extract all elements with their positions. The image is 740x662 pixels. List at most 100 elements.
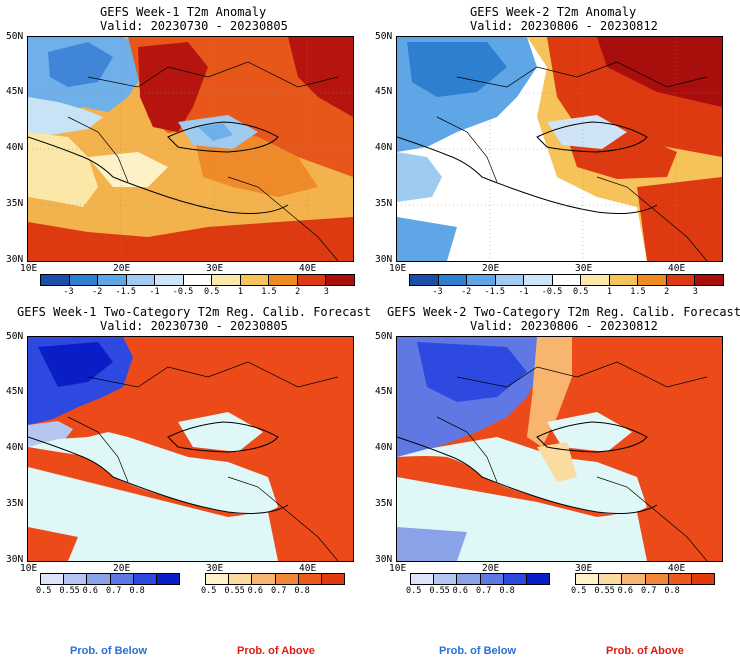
p4-lat-40: 40N [375, 442, 393, 453]
colorbar-label: 0.8 [499, 586, 515, 596]
colorbar-label: -0.5 [541, 287, 563, 297]
anomaly-colorbar-left-swatch [269, 275, 298, 285]
anomaly-colorbar-left-swatch [297, 275, 327, 285]
above-colorbar-right-swatch [599, 574, 623, 584]
anomaly-colorbar-right-swatch [495, 275, 525, 285]
colorbar-label: 0.7 [641, 586, 657, 596]
colorbar-label: -1 [149, 287, 160, 297]
p4-lon-10: 10E [389, 563, 407, 574]
above-colorbar-right [575, 573, 715, 585]
anomaly-colorbar-left [40, 274, 355, 286]
anomaly-colorbar-right-swatch [581, 275, 610, 285]
above-colorbar-left-swatch [321, 574, 345, 584]
above-colorbar-right-swatch [622, 574, 646, 584]
p1-lon-10: 10E [20, 263, 38, 274]
colorbar-label: 0.55 [429, 586, 450, 596]
anomaly-colorbar-left-swatch [240, 275, 270, 285]
p1-lat-35: 35N [6, 198, 24, 209]
p3-lon-20: 20E [113, 563, 131, 574]
panel3-probability-map [27, 336, 354, 562]
colorbar-label: 1 [606, 287, 612, 297]
panel3-title: GEFS Week-1 Two-Category T2m Reg. Calib.… [17, 305, 372, 319]
colorbar-label: 0.8 [129, 586, 145, 596]
anomaly-colorbar-right-swatch [638, 275, 667, 285]
above-colorbar-left-swatch [298, 574, 322, 584]
colorbar-label: 0.6 [617, 586, 634, 596]
below-colorbar-right-swatch [411, 574, 435, 584]
colorbar-label: 0.55 [594, 586, 615, 596]
anomaly-colorbar-right-swatch [410, 275, 439, 285]
prob-below-caption-right: Prob. of Below [439, 645, 516, 657]
colorbar-label: -2 [92, 287, 103, 297]
colorbar-label: 0.5 [36, 586, 52, 596]
anomaly-colorbar-left-swatch [183, 275, 213, 285]
below-colorbar-right-swatch [526, 574, 550, 584]
above-colorbar-left-swatch [229, 574, 253, 584]
p2-lat-35: 35N [375, 198, 393, 209]
anomaly-colorbar-right-swatch [524, 275, 553, 285]
colorbar-label: 3 [692, 287, 698, 297]
p2-lat-30: 30N [375, 254, 393, 265]
colorbar-label: -1 [518, 287, 529, 297]
colorbar-label: 1.5 [261, 287, 277, 297]
above-colorbar-right-swatch [645, 574, 669, 584]
above-colorbar-right-swatch [668, 574, 692, 584]
p1-lat-50: 50N [6, 31, 24, 42]
p3-lat-35: 35N [6, 498, 24, 509]
below-colorbar-left-swatch [64, 574, 88, 584]
colorbar-label: 0.7 [271, 586, 287, 596]
colorbar-label: 2 [295, 287, 301, 297]
panel1-valid: Valid: 20230730 - 20230805 [100, 19, 288, 33]
p4-lat-30: 30N [375, 554, 393, 565]
panel1-anomaly-map [27, 36, 354, 262]
p4-lat-35: 35N [375, 498, 393, 509]
p3-lon-10: 10E [20, 563, 38, 574]
colorbar-label: 0.5 [573, 287, 589, 297]
below-colorbar-left-swatch [156, 574, 180, 584]
above-colorbar-left-swatch [252, 574, 276, 584]
panel2-valid: Valid: 20230806 - 20230812 [470, 19, 658, 33]
colorbar-label: 0.5 [201, 586, 217, 596]
p2-lon-40: 40E [668, 263, 686, 274]
p1-lon-30: 30E [206, 263, 224, 274]
prob-above-caption-right: Prob. of Above [606, 645, 684, 657]
colorbar-label: -3 [432, 287, 443, 297]
below-colorbar-right-swatch [457, 574, 481, 584]
colorbar-label: -3 [63, 287, 74, 297]
above-colorbar-left-swatch [206, 574, 230, 584]
p1-lat-30: 30N [6, 254, 24, 265]
colorbar-label: 0.8 [664, 586, 680, 596]
below-colorbar-right-swatch [434, 574, 458, 584]
below-colorbar-right [410, 573, 550, 585]
panel2-title: GEFS Week-2 T2m Anomaly [470, 5, 637, 19]
anomaly-colorbar-left-swatch [212, 275, 241, 285]
p2-lat-40: 40N [375, 142, 393, 153]
p4-lon-40: 40E [668, 563, 686, 574]
p2-lon-20: 20E [482, 263, 500, 274]
colorbar-label: 3 [323, 287, 329, 297]
anomaly-colorbar-right-swatch [552, 275, 582, 285]
colorbar-label: 1 [237, 287, 243, 297]
panel4-title: GEFS Week-2 Two-Category T2m Reg. Calib.… [387, 305, 740, 319]
colorbar-label: -1.5 [484, 287, 505, 297]
p3-lat-30: 30N [6, 554, 24, 565]
colorbar-label: 0.6 [452, 586, 469, 596]
panel1-title: GEFS Week-1 T2m Anomaly [100, 5, 267, 19]
panel3-map-svg [28, 337, 353, 561]
colorbar-label: 1.5 [630, 287, 646, 297]
panel4-probability-map [396, 336, 723, 562]
colorbar-label: 0.7 [476, 586, 492, 596]
p3-lon-30: 30E [206, 563, 224, 574]
below-colorbar-left-swatch [110, 574, 134, 584]
panel2-map-svg [397, 37, 722, 261]
anomaly-colorbar-left-swatch [41, 275, 70, 285]
colorbar-label: 0.6 [247, 586, 264, 596]
colorbar-label: 0.5 [204, 287, 220, 297]
colorbar-label: 0.5 [406, 586, 422, 596]
p1-lon-40: 40E [299, 263, 317, 274]
anomaly-colorbar-right [409, 274, 724, 286]
below-colorbar-left-swatch [41, 574, 65, 584]
p4-lat-45: 45N [375, 386, 393, 397]
above-colorbar-right-swatch [576, 574, 600, 584]
colorbar-label: -0.5 [172, 287, 194, 297]
